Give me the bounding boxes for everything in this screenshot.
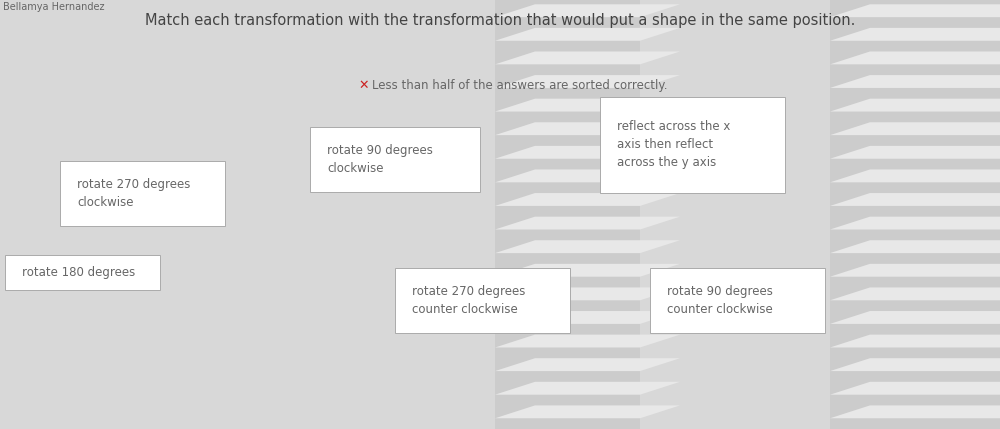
Polygon shape bbox=[495, 240, 680, 253]
Text: rotate 270 degrees
counter clockwise: rotate 270 degrees counter clockwise bbox=[412, 285, 525, 316]
Polygon shape bbox=[495, 217, 680, 230]
Polygon shape bbox=[830, 287, 1000, 300]
Bar bbox=[830, 0, 1000, 429]
Text: Match each transformation with the transformation that would put a shape in the : Match each transformation with the trans… bbox=[145, 13, 855, 28]
Polygon shape bbox=[495, 405, 680, 418]
Polygon shape bbox=[495, 358, 680, 371]
Polygon shape bbox=[830, 217, 1000, 230]
Polygon shape bbox=[495, 311, 680, 324]
Polygon shape bbox=[830, 264, 1000, 277]
Polygon shape bbox=[495, 335, 680, 347]
Bar bbox=[495, 0, 640, 429]
Bar bbox=[495, 0, 640, 429]
FancyBboxPatch shape bbox=[5, 255, 160, 290]
Polygon shape bbox=[830, 122, 1000, 135]
Polygon shape bbox=[830, 28, 1000, 41]
Polygon shape bbox=[495, 193, 680, 206]
Polygon shape bbox=[830, 51, 1000, 64]
Text: Less than half of the answers are sorted correctly.: Less than half of the answers are sorted… bbox=[372, 79, 668, 92]
Polygon shape bbox=[495, 287, 680, 300]
Text: rotate 90 degrees
counter clockwise: rotate 90 degrees counter clockwise bbox=[667, 285, 773, 316]
Text: ✕: ✕ bbox=[358, 79, 368, 92]
Polygon shape bbox=[830, 169, 1000, 182]
Polygon shape bbox=[830, 4, 1000, 17]
FancyBboxPatch shape bbox=[395, 268, 570, 333]
Polygon shape bbox=[495, 28, 680, 41]
Polygon shape bbox=[495, 4, 680, 17]
Polygon shape bbox=[495, 75, 680, 88]
Polygon shape bbox=[495, 382, 680, 395]
Polygon shape bbox=[495, 146, 680, 159]
Text: rotate 90 degrees
clockwise: rotate 90 degrees clockwise bbox=[327, 144, 433, 175]
Polygon shape bbox=[495, 264, 680, 277]
Polygon shape bbox=[830, 335, 1000, 347]
Polygon shape bbox=[830, 99, 1000, 112]
Polygon shape bbox=[495, 99, 680, 112]
Text: rotate 180 degrees: rotate 180 degrees bbox=[22, 266, 135, 279]
Polygon shape bbox=[830, 146, 1000, 159]
Polygon shape bbox=[830, 193, 1000, 206]
FancyBboxPatch shape bbox=[650, 268, 825, 333]
Bar bbox=[830, 0, 1000, 429]
FancyBboxPatch shape bbox=[600, 97, 785, 193]
FancyBboxPatch shape bbox=[60, 161, 225, 226]
Polygon shape bbox=[830, 382, 1000, 395]
FancyBboxPatch shape bbox=[310, 127, 480, 192]
Polygon shape bbox=[495, 51, 680, 64]
Polygon shape bbox=[495, 169, 680, 182]
Polygon shape bbox=[830, 405, 1000, 418]
Text: Bellamya Hernandez: Bellamya Hernandez bbox=[3, 2, 104, 12]
Polygon shape bbox=[830, 240, 1000, 253]
Polygon shape bbox=[830, 75, 1000, 88]
Text: rotate 270 degrees
clockwise: rotate 270 degrees clockwise bbox=[77, 178, 190, 209]
Polygon shape bbox=[830, 311, 1000, 324]
Text: reflect across the x
axis then reflect
across the y axis: reflect across the x axis then reflect a… bbox=[617, 120, 730, 169]
Polygon shape bbox=[495, 122, 680, 135]
Polygon shape bbox=[830, 358, 1000, 371]
